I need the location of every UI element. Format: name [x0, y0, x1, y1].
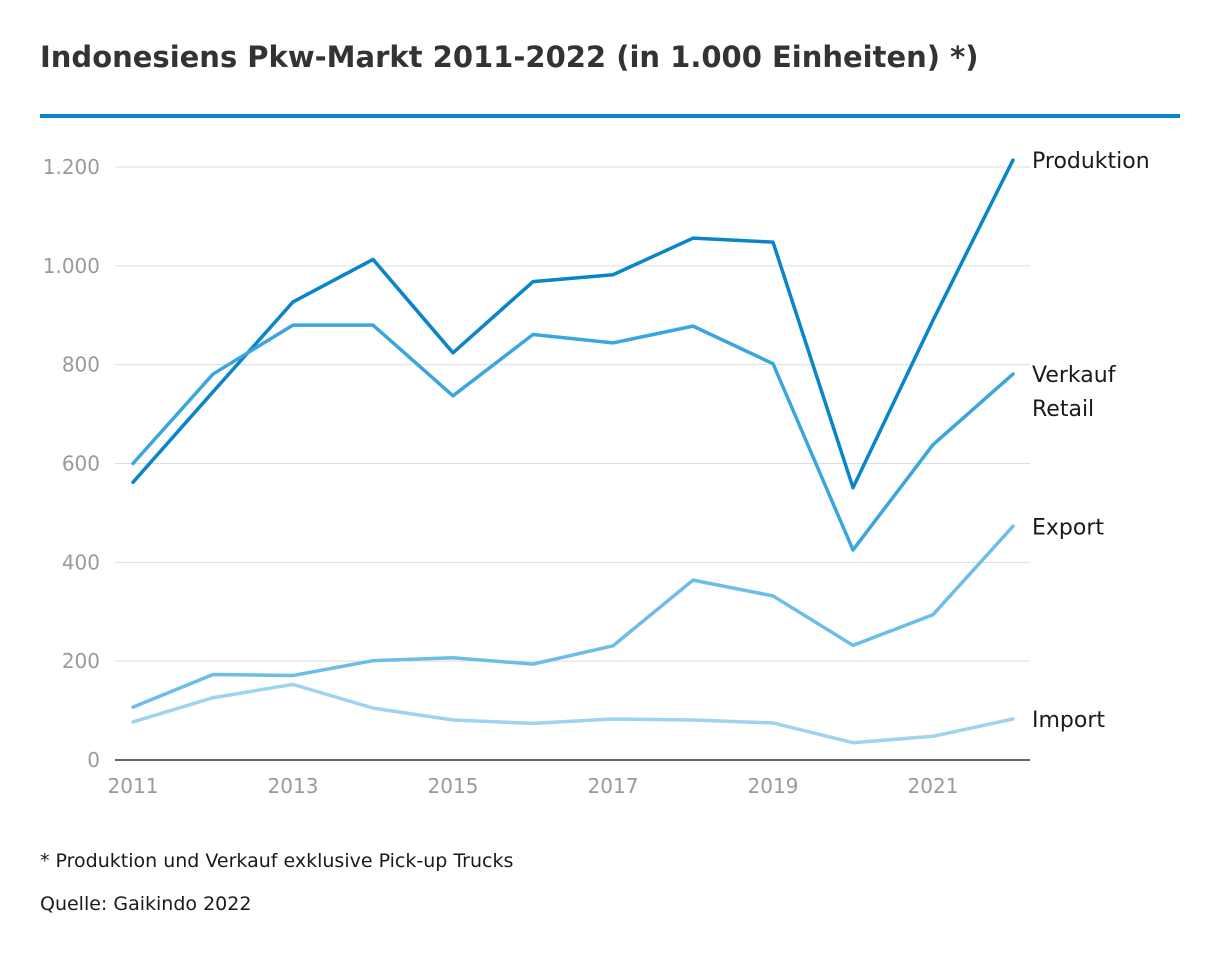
x-tick-label: 2015 — [428, 774, 479, 798]
y-tick-label: 600 — [62, 452, 100, 476]
y-tick-label: 200 — [62, 649, 100, 673]
series-label: Import — [1032, 708, 1105, 733]
grid-layer — [115, 166, 1030, 761]
y-tick-label: 1.000 — [43, 254, 100, 278]
title-rule — [40, 114, 1180, 118]
x-tick-label: 2013 — [268, 774, 319, 798]
x-tick-label: 2011 — [108, 774, 159, 798]
series-line-verkauf-retail — [131, 323, 1015, 552]
series-line-produktion — [131, 158, 1015, 490]
chart-title: Indonesiens Pkw-Markt 2011-2022 (in 1.00… — [40, 40, 979, 74]
x-tick-label: 2019 — [748, 774, 799, 798]
x-tick-label: 2017 — [588, 774, 639, 798]
series-label: Export — [1032, 515, 1104, 540]
series-label: Retail — [1032, 397, 1094, 422]
footnote: * Produktion und Verkauf exklusive Pick-… — [40, 850, 514, 872]
y-tick-label: 400 — [62, 550, 100, 574]
y-tick-label: 1.200 — [43, 155, 100, 179]
series-layer — [131, 158, 1015, 745]
series-label: Verkauf — [1032, 363, 1117, 388]
tick-layer: 0 200 400 600 800 1.000 1.200 2011 2013 2015 2017 2… — [43, 155, 959, 798]
x-tick-label: 2021 — [908, 774, 959, 798]
series-line-import — [131, 682, 1015, 745]
series-line-export — [131, 524, 1015, 709]
y-tick-label: 800 — [62, 353, 100, 377]
series-label-layer: Produktion Verkauf Retail Export Import — [1032, 149, 1150, 733]
y-tick-label: 0 — [87, 748, 100, 772]
series-label: Produktion — [1032, 149, 1150, 174]
source-note: Quelle: Gaikindo 2022 — [40, 893, 252, 915]
